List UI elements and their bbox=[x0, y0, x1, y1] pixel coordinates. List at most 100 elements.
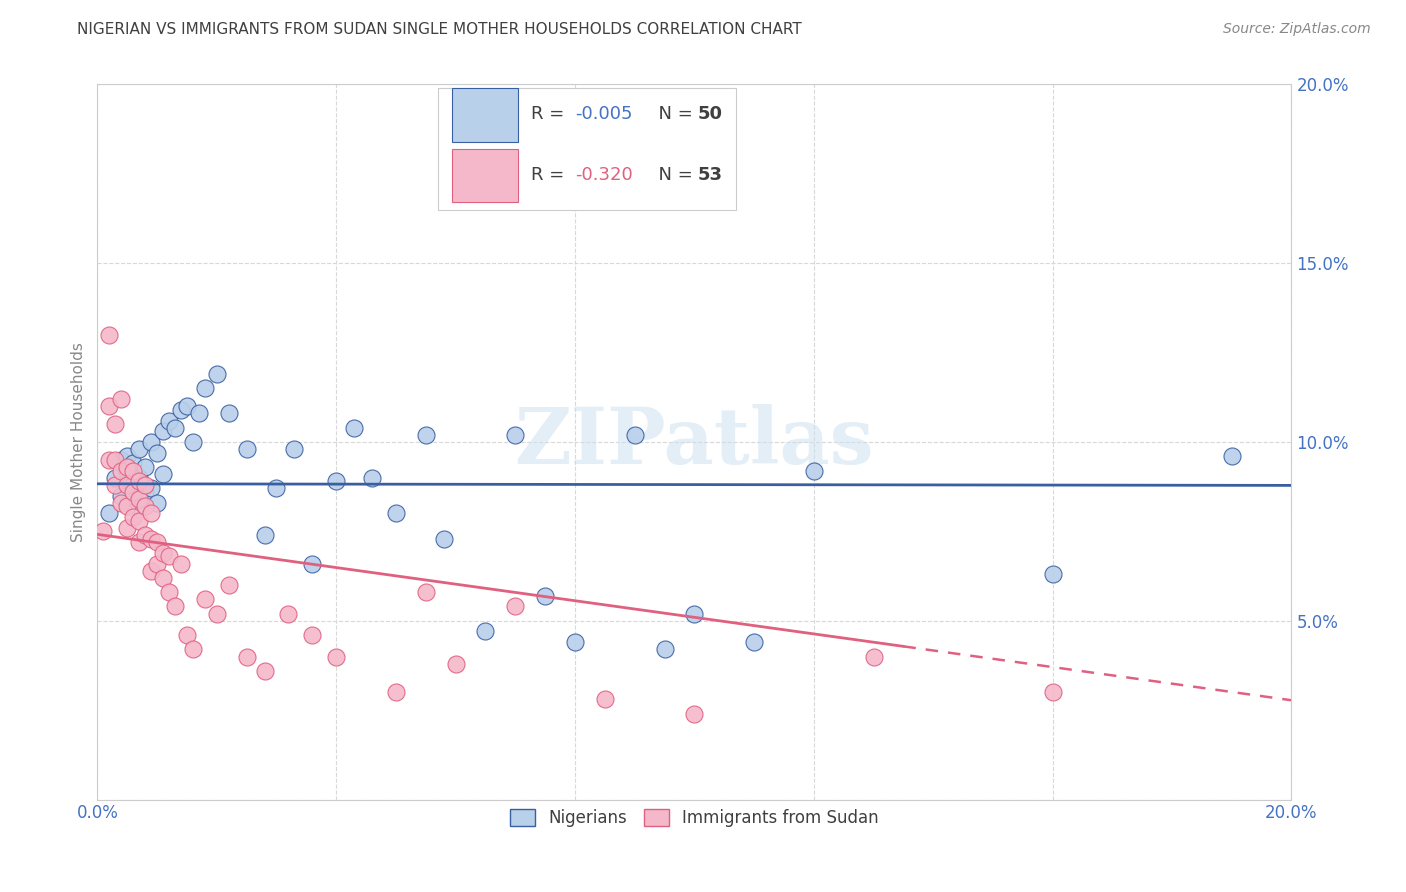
Point bbox=[152, 467, 174, 482]
Point bbox=[122, 457, 145, 471]
Text: -0.005: -0.005 bbox=[575, 105, 633, 123]
Point bbox=[110, 489, 132, 503]
Point bbox=[176, 399, 198, 413]
Point bbox=[325, 649, 347, 664]
Point bbox=[683, 706, 706, 721]
Point bbox=[146, 535, 169, 549]
Point bbox=[152, 571, 174, 585]
Point bbox=[122, 485, 145, 500]
Point bbox=[134, 500, 156, 514]
Point bbox=[170, 557, 193, 571]
Point bbox=[181, 434, 204, 449]
Point bbox=[98, 507, 121, 521]
Point bbox=[163, 420, 186, 434]
Point bbox=[235, 442, 257, 457]
Point bbox=[283, 442, 305, 457]
Point bbox=[1042, 567, 1064, 582]
Point bbox=[152, 546, 174, 560]
Point bbox=[415, 427, 437, 442]
Point bbox=[683, 607, 706, 621]
Point bbox=[564, 635, 586, 649]
Point bbox=[218, 406, 240, 420]
Point bbox=[134, 460, 156, 475]
Point bbox=[194, 381, 217, 395]
Point bbox=[444, 657, 467, 671]
Point bbox=[128, 514, 150, 528]
Text: R =: R = bbox=[531, 166, 569, 185]
Point bbox=[654, 642, 676, 657]
Point bbox=[115, 450, 138, 464]
Point bbox=[139, 507, 162, 521]
Point bbox=[128, 442, 150, 457]
Point bbox=[115, 460, 138, 475]
Point bbox=[128, 500, 150, 514]
Point bbox=[325, 475, 347, 489]
Point bbox=[115, 464, 138, 478]
Point bbox=[134, 485, 156, 500]
Point bbox=[385, 685, 408, 699]
Point bbox=[301, 557, 323, 571]
Point bbox=[128, 492, 150, 507]
Text: 50: 50 bbox=[697, 105, 723, 123]
Point bbox=[110, 464, 132, 478]
Point bbox=[266, 482, 288, 496]
Point bbox=[115, 478, 138, 492]
Point bbox=[134, 528, 156, 542]
Point bbox=[146, 557, 169, 571]
Point bbox=[385, 507, 408, 521]
Point bbox=[139, 434, 162, 449]
Point bbox=[98, 327, 121, 342]
Text: -0.320: -0.320 bbox=[575, 166, 633, 185]
Text: Source: ZipAtlas.com: Source: ZipAtlas.com bbox=[1223, 22, 1371, 37]
Point bbox=[503, 599, 526, 614]
FancyBboxPatch shape bbox=[437, 88, 737, 210]
Point bbox=[433, 532, 456, 546]
Point bbox=[128, 535, 150, 549]
Point bbox=[218, 578, 240, 592]
Point bbox=[1220, 450, 1243, 464]
Text: R =: R = bbox=[531, 105, 569, 123]
Point bbox=[104, 478, 127, 492]
Point bbox=[110, 392, 132, 406]
Point bbox=[122, 478, 145, 492]
Point bbox=[187, 406, 209, 420]
Point bbox=[163, 599, 186, 614]
Point bbox=[157, 549, 180, 564]
Text: 53: 53 bbox=[697, 166, 723, 185]
Point bbox=[503, 427, 526, 442]
Point bbox=[122, 464, 145, 478]
Point bbox=[253, 664, 276, 678]
Point bbox=[139, 532, 162, 546]
Point bbox=[98, 399, 121, 413]
Point bbox=[361, 471, 384, 485]
Point bbox=[343, 420, 366, 434]
Point bbox=[139, 564, 162, 578]
Text: N =: N = bbox=[647, 166, 699, 185]
Point bbox=[277, 607, 299, 621]
Legend: Nigerians, Immigrants from Sudan: Nigerians, Immigrants from Sudan bbox=[503, 803, 886, 834]
Text: N =: N = bbox=[647, 105, 699, 123]
Point bbox=[205, 607, 228, 621]
Point bbox=[415, 585, 437, 599]
Point bbox=[176, 628, 198, 642]
Point bbox=[157, 413, 180, 427]
Point bbox=[110, 453, 132, 467]
Point bbox=[623, 427, 645, 442]
Point bbox=[803, 464, 825, 478]
Point bbox=[194, 592, 217, 607]
Point bbox=[253, 528, 276, 542]
Point bbox=[170, 402, 193, 417]
Point bbox=[139, 482, 162, 496]
Point bbox=[235, 649, 257, 664]
Point bbox=[181, 642, 204, 657]
Point bbox=[205, 367, 228, 381]
Point bbox=[128, 475, 150, 489]
Point bbox=[115, 521, 138, 535]
Point bbox=[301, 628, 323, 642]
Point bbox=[534, 589, 557, 603]
Point bbox=[157, 585, 180, 599]
Point bbox=[128, 471, 150, 485]
Point bbox=[862, 649, 884, 664]
Point bbox=[122, 510, 145, 524]
Point bbox=[115, 500, 138, 514]
